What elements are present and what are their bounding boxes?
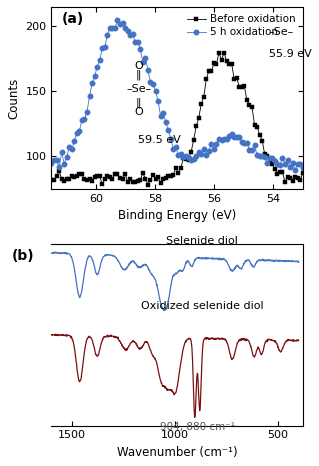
Before oxidation (149, 177, 152, 182)
Before oxidation (49, 177, 53, 183)
5 h oxidation (250, 147, 254, 153)
5 h oxidation (57, 164, 61, 170)
Text: –Se–: –Se– (126, 84, 151, 94)
Text: (a): (a) (62, 13, 84, 27)
5 h oxidation (301, 165, 305, 171)
Before oxidation (222, 50, 226, 55)
Text: O: O (134, 61, 143, 71)
5 h oxidation (149, 79, 152, 85)
Text: 59.5 eV: 59.5 eV (138, 136, 181, 145)
Line: 5 h oxidation: 5 h oxidation (49, 18, 306, 172)
X-axis label: Binding Energy (eV): Binding Energy (eV) (118, 209, 236, 222)
Before oxidation (253, 122, 256, 128)
Before oxidation (301, 170, 305, 176)
5 h oxidation (49, 160, 53, 166)
5 h oxidation (115, 18, 119, 23)
Text: ‖: ‖ (136, 98, 141, 109)
Text: Oxidized selenide diol: Oxidized selenide diol (141, 301, 263, 311)
Before oxidation (57, 168, 61, 174)
Text: (b): (b) (11, 249, 34, 263)
5 h oxidation (65, 154, 69, 160)
Text: 904, 880 cm⁻¹: 904, 880 cm⁻¹ (160, 422, 235, 432)
Before oxidation (65, 176, 69, 182)
Text: ‖: ‖ (136, 69, 141, 80)
5 h oxidation (293, 167, 297, 172)
Text: O: O (134, 107, 143, 117)
Legend: Before oxidation, 5 h oxidation: Before oxidation, 5 h oxidation (185, 12, 298, 40)
Text: –Se–: –Se– (269, 27, 294, 37)
5 h oxidation (169, 136, 173, 141)
Text: 55.9 eV: 55.9 eV (269, 48, 312, 59)
5 h oxidation (240, 139, 244, 144)
Line: Before oxidation: Before oxidation (49, 50, 305, 187)
Text: Selenide diol: Selenide diol (166, 236, 238, 246)
Y-axis label: Counts: Counts (7, 77, 20, 118)
Before oxidation (242, 83, 246, 89)
Before oxidation (146, 182, 150, 187)
X-axis label: Wavenumber (cm⁻¹): Wavenumber (cm⁻¹) (117, 446, 237, 459)
Before oxidation (169, 173, 173, 179)
